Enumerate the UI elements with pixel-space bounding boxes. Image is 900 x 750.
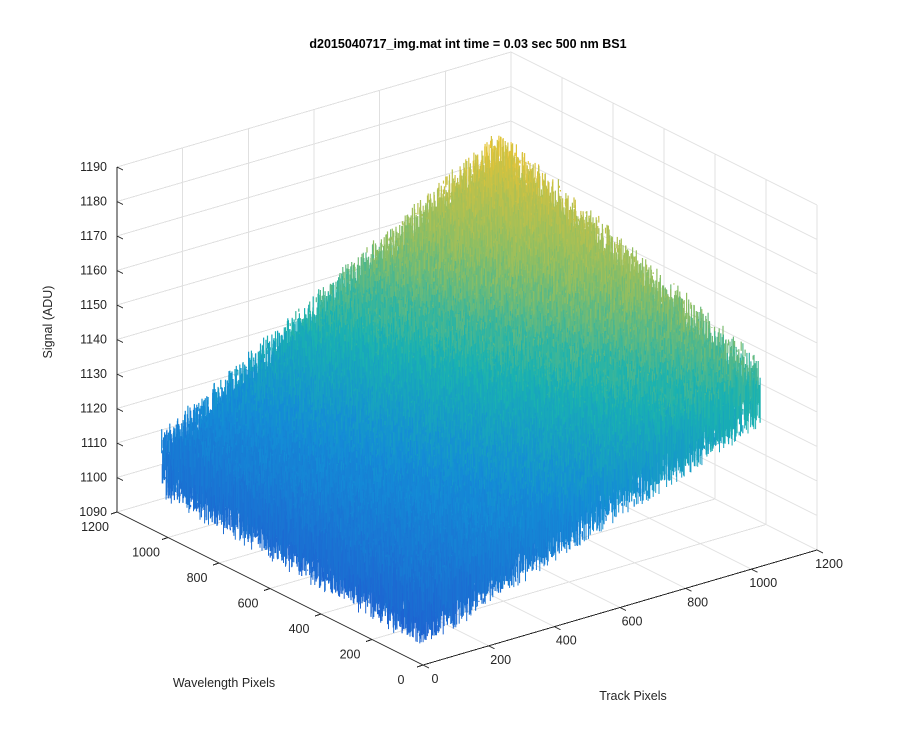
surface-layer bbox=[162, 136, 760, 644]
